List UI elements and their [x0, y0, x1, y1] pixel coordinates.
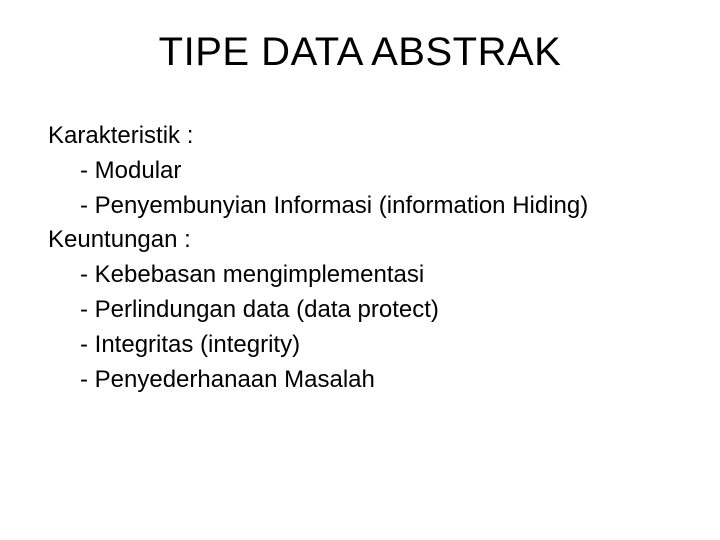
list-item: - Penyembunyian Informasi (information H…: [48, 189, 680, 224]
section-heading: Karakteristik :: [48, 119, 680, 154]
list-item: - Integritas (integrity): [48, 328, 680, 363]
slide-body: Karakteristik : - Modular - Penyembunyia…: [40, 119, 680, 397]
list-item: - Perlindungan data (data protect): [48, 293, 680, 328]
list-item: - Modular: [48, 154, 680, 189]
list-item: - Penyederhanaan Masalah: [48, 363, 680, 398]
section-heading: Keuntungan :: [48, 223, 680, 258]
slide-title: TIPE DATA ABSTRAK: [40, 30, 680, 75]
list-item: - Kebebasan mengimplementasi: [48, 258, 680, 293]
slide: TIPE DATA ABSTRAK Karakteristik : - Modu…: [0, 0, 720, 540]
